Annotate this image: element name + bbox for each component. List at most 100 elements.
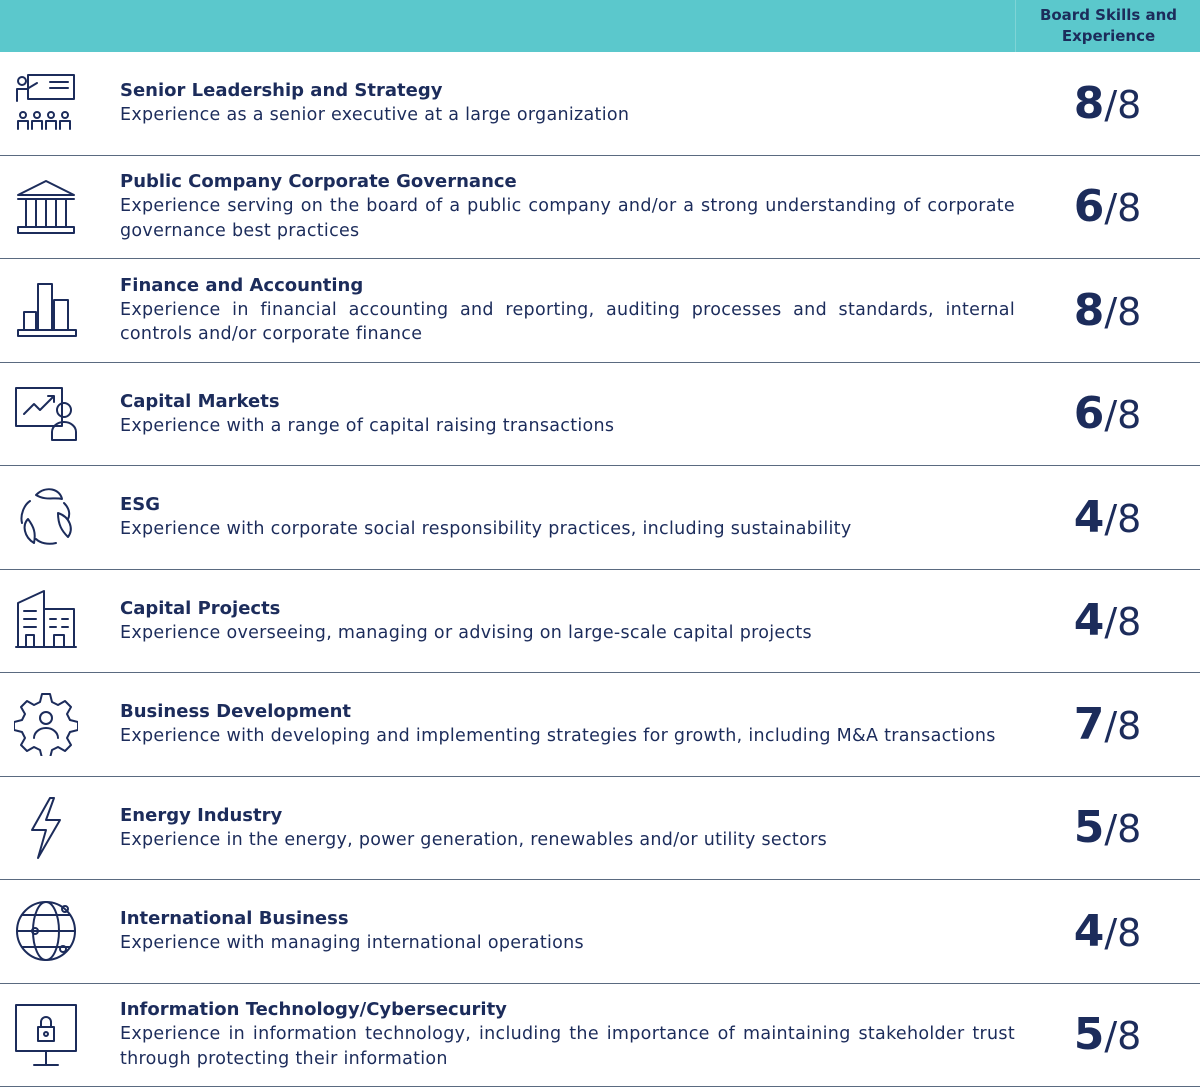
skill-icon-cell [0, 880, 120, 983]
skill-title: International Business [120, 908, 349, 929]
score-count: 4 [1073, 491, 1105, 543]
table-header: Board Skills and Experience [0, 0, 1200, 52]
skill-description: Experience in information technology, in… [120, 1024, 1015, 1069]
skill-icon-cell [0, 777, 120, 880]
skill-description: Experience overseeing, managing or advis… [120, 622, 812, 643]
skill-icon-cell [0, 363, 120, 466]
score-separator: / [1104, 496, 1118, 541]
score-separator: / [1104, 807, 1118, 852]
skill-icon [15, 1003, 77, 1066]
skill-text: Public Company Corporate Governance Exper… [120, 170, 1015, 243]
score-count: 8 [1073, 77, 1105, 129]
skill-text: Senior Leadership and Strategy Experience… [120, 79, 1015, 128]
skill-description: Experience with developing and implement… [120, 726, 996, 746]
skill-icon-cell [0, 570, 120, 673]
skill-title: Capital Markets [120, 390, 280, 412]
skill-text: Capital Projects Experience overseeing, m… [120, 597, 1015, 646]
score-count: 6 [1073, 181, 1105, 233]
score-total: 8 [1117, 910, 1142, 955]
skill-text: Finance and Accounting Experience in fina… [120, 274, 1015, 347]
score-total: 8 [1117, 600, 1142, 645]
skill-icon-cell [0, 984, 120, 1087]
score-total: 8 [1117, 82, 1142, 127]
score-total: 8 [1117, 807, 1142, 852]
skill-score: 4/8 [1015, 492, 1200, 543]
skill-title: Finance and Accounting [120, 274, 364, 296]
skill-icon-cell [0, 52, 120, 155]
skill-icon [31, 796, 61, 859]
skill-score: 6/8 [1015, 388, 1200, 439]
score-total: 8 [1117, 1014, 1142, 1059]
score-separator: / [1104, 186, 1118, 231]
score-count: 4 [1073, 595, 1105, 647]
skill-row: Business Development Experience with deve… [0, 673, 1200, 777]
skill-icon [15, 386, 77, 441]
skill-text: ESG Experience with corporate social resp… [120, 493, 1015, 542]
skill-title: Information Technology/Cybersecurity [120, 999, 507, 1021]
score-separator: / [1104, 82, 1118, 127]
skill-text: Information Technology/Cybersecurity Expe… [120, 998, 1015, 1071]
skill-row: Public Company Corporate Governance Exper… [0, 156, 1200, 259]
score-separator: / [1104, 1014, 1118, 1059]
skill-row: ESG Experience with corporate social resp… [0, 466, 1200, 570]
skill-icon [17, 179, 75, 234]
score-separator: / [1104, 393, 1118, 438]
skill-score: 5/8 [1015, 802, 1200, 853]
score-total: 8 [1117, 186, 1142, 231]
score-count: 6 [1073, 388, 1105, 440]
score-separator: / [1104, 600, 1118, 645]
score-total: 8 [1117, 289, 1142, 334]
skill-title: ESG [120, 494, 161, 515]
skill-score: 6/8 [1015, 181, 1200, 232]
skill-icon [20, 488, 72, 546]
skill-text: Energy Industry Experience in the energy,… [120, 804, 1015, 853]
skill-description: Experience in the energy, power generati… [120, 829, 827, 850]
score-count: 5 [1073, 802, 1105, 854]
skill-row: Information Technology/Cybersecurity Expe… [0, 984, 1200, 1087]
skill-row: Finance and Accounting Experience in fina… [0, 259, 1200, 363]
skill-row: Capital Projects Experience overseeing, m… [0, 570, 1200, 673]
score-total: 8 [1117, 393, 1142, 438]
skill-row: Senior Leadership and Strategy Experience… [0, 52, 1200, 156]
skill-text: Business Development Experience with deve… [120, 700, 1015, 749]
score-count: 4 [1073, 905, 1105, 957]
skill-icon-cell [0, 156, 120, 259]
skill-description: Experience with managing international o… [120, 933, 584, 953]
skill-title: Business Development [120, 701, 352, 722]
score-count: 5 [1073, 1009, 1105, 1061]
skill-score: 8/8 [1015, 285, 1200, 336]
skill-score: 5/8 [1015, 1009, 1200, 1060]
skill-icon [16, 74, 75, 131]
score-count: 7 [1073, 698, 1105, 750]
skill-icon [14, 693, 78, 757]
skill-text: Capital Markets Experience with a range o… [120, 390, 1015, 439]
skill-description: Experience in financial accounting and r… [120, 299, 1015, 345]
column-title: Board Skills and Experience [1015, 0, 1200, 52]
skill-icon [16, 901, 76, 962]
skill-title: Public Company Corporate Governance [120, 171, 517, 193]
skill-title: Energy Industry [120, 804, 283, 826]
skill-row: Capital Markets Experience with a range o… [0, 363, 1200, 466]
score-total: 8 [1117, 703, 1142, 748]
skill-icon-cell [0, 259, 120, 362]
skill-score: 4/8 [1015, 595, 1200, 646]
skill-row: Energy Industry Experience in the energy,… [0, 777, 1200, 880]
skill-score: 7/8 [1015, 699, 1200, 750]
skill-description: Experience with corporate social respons… [120, 519, 852, 539]
score-separator: / [1104, 289, 1118, 334]
skill-score: 4/8 [1015, 906, 1200, 957]
score-count: 8 [1073, 284, 1105, 336]
skill-description: Experience serving on the board of a pub… [120, 196, 1015, 241]
score-total: 8 [1117, 496, 1142, 541]
rows: Senior Leadership and Strategy Experience… [0, 52, 1200, 1087]
skill-icon-cell [0, 673, 120, 776]
skill-text: International Business Experience with ma… [120, 907, 1015, 956]
skill-score: 8/8 [1015, 78, 1200, 129]
skill-title: Capital Projects [120, 597, 281, 619]
skill-row: International Business Experience with ma… [0, 880, 1200, 984]
score-separator: / [1104, 703, 1118, 748]
skill-icon [17, 283, 77, 338]
skill-icon-cell [0, 466, 120, 569]
skill-icon [15, 589, 77, 648]
